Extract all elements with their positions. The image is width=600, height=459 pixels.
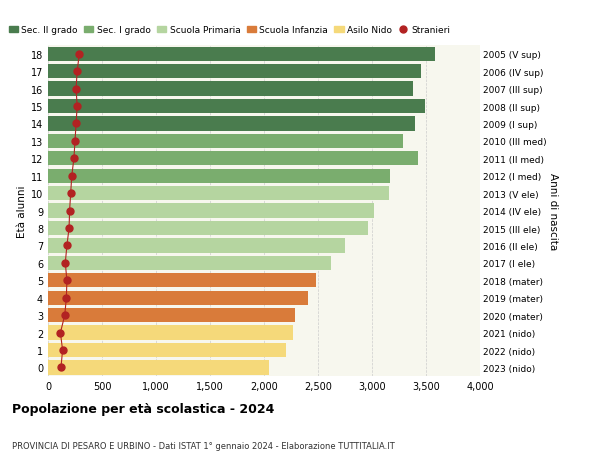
Text: Popolazione per età scolastica - 2024: Popolazione per età scolastica - 2024 (12, 403, 274, 415)
Point (74, 51, 84, 58)
Point (73, 68, 82, 76)
Point (61, 260, 70, 267)
Bar (48, 187, 389, 201)
Bar (48, 361, 269, 375)
Bar (48, 274, 316, 288)
Point (64, 225, 74, 232)
Bar (48, 100, 425, 114)
Point (71, 86, 81, 93)
Bar (48, 117, 415, 131)
Bar (48, 326, 293, 340)
Point (73, 103, 82, 111)
Bar (48, 256, 331, 270)
Legend: Sec. II grado, Sec. I grado, Scuola Primaria, Scuola Infanzia, Asilo Nido, Stran: Sec. II grado, Sec. I grado, Scuola Prim… (9, 26, 450, 35)
Y-axis label: Anni di nascita: Anni di nascita (548, 173, 557, 250)
Text: PROVINCIA DI PESARO E URBINO - Dati ISTAT 1° gennaio 2024 - Elaborazione TUTTITA: PROVINCIA DI PESARO E URBINO - Dati ISTA… (12, 441, 395, 450)
Bar (48, 47, 434, 62)
Bar (48, 343, 286, 358)
Bar (48, 204, 374, 218)
Point (67, 173, 77, 180)
Bar (48, 291, 308, 305)
Point (62, 277, 72, 285)
Point (56, 364, 66, 371)
Bar (48, 239, 345, 253)
Bar (48, 221, 368, 235)
Bar (48, 152, 418, 166)
Point (70, 138, 80, 145)
Point (69, 155, 79, 162)
Bar (48, 65, 421, 79)
Point (62, 294, 71, 302)
Point (65, 207, 74, 215)
Point (56, 329, 65, 336)
Bar (48, 169, 391, 184)
Bar (48, 308, 295, 323)
Point (58, 347, 67, 354)
Point (60, 312, 70, 319)
Point (62, 242, 72, 250)
Bar (48, 82, 413, 96)
Bar (48, 134, 403, 149)
Point (71, 121, 81, 128)
Point (66, 190, 76, 197)
Y-axis label: Età alunni: Età alunni (17, 185, 26, 237)
